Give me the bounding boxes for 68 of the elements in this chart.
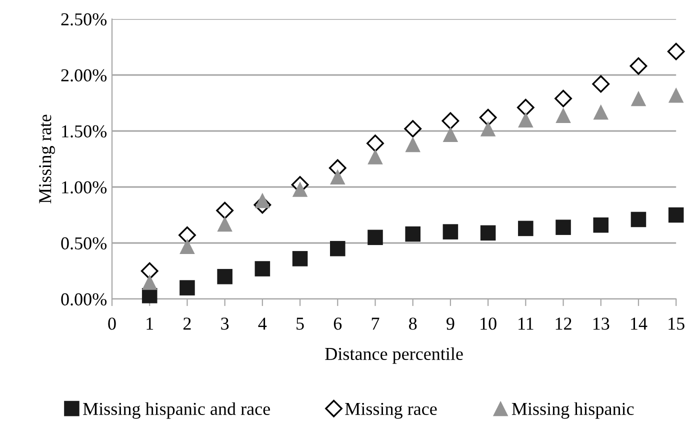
point — [217, 216, 232, 232]
x-tick-label: 2 — [183, 318, 191, 330]
point — [178, 226, 196, 244]
x-tick-label: 1 — [146, 318, 154, 330]
point — [330, 240, 346, 256]
point — [480, 121, 496, 136]
point — [142, 274, 158, 290]
y-tick-label: 2.50% — [61, 13, 107, 26]
y-axis-title: Missing rate — [39, 114, 55, 204]
legend-label: Missing race — [345, 402, 437, 419]
point — [404, 120, 422, 138]
point — [667, 42, 685, 60]
x-tick-label: 4 — [258, 318, 267, 330]
y-tick-label: 0.00% — [61, 293, 107, 306]
x-tick-label: 11 — [518, 318, 534, 330]
point — [668, 88, 684, 103]
x-tick-label: 0 — [108, 318, 116, 330]
x-tick-label: 15 — [668, 318, 684, 330]
point — [366, 134, 384, 152]
x-tick-label: 6 — [334, 318, 342, 330]
point — [330, 169, 346, 185]
point — [217, 268, 232, 284]
point — [140, 262, 158, 280]
x-axis-title: Distance percentile — [325, 347, 463, 364]
x-tick-label: 3 — [221, 318, 229, 330]
x-tick-label: 9 — [446, 318, 454, 330]
y-tick-label: 1.50% — [62, 125, 107, 138]
point — [442, 112, 460, 130]
point — [593, 104, 609, 120]
point — [516, 98, 534, 116]
point — [254, 192, 270, 208]
x-tick-label: 14 — [631, 318, 648, 330]
point — [556, 220, 571, 235]
point — [368, 230, 383, 246]
y-tick-label: 0.50% — [61, 237, 107, 250]
x-tick-label: 5 — [296, 318, 304, 330]
point — [292, 182, 308, 197]
point — [593, 217, 609, 233]
y-tick-label: 2.00% — [61, 69, 107, 82]
point — [554, 90, 572, 108]
point — [630, 212, 646, 228]
point — [630, 90, 646, 106]
x-tick-label: 8 — [409, 318, 417, 330]
point — [216, 202, 234, 220]
point — [479, 108, 497, 126]
legend-label: Missing hispanic and race — [83, 402, 270, 419]
legend-label: Missing hispanic — [512, 402, 634, 419]
x-tick-label: 13 — [593, 318, 610, 330]
point — [442, 126, 458, 142]
point — [668, 207, 684, 223]
point — [592, 75, 610, 93]
point — [518, 220, 534, 236]
point — [292, 251, 308, 266]
x-tick-label: 10 — [480, 318, 496, 330]
point — [405, 226, 420, 242]
point — [180, 238, 195, 254]
point — [180, 280, 195, 296]
point — [480, 225, 496, 241]
point — [254, 261, 270, 276]
point — [556, 108, 571, 123]
point — [630, 57, 648, 75]
y-tick-label: 1.00% — [62, 181, 107, 194]
x-tick-label: 12 — [556, 318, 572, 330]
x-tick-label: 7 — [372, 318, 380, 330]
point — [518, 112, 534, 128]
point — [405, 136, 420, 152]
point — [368, 149, 383, 164]
point — [442, 224, 458, 240]
